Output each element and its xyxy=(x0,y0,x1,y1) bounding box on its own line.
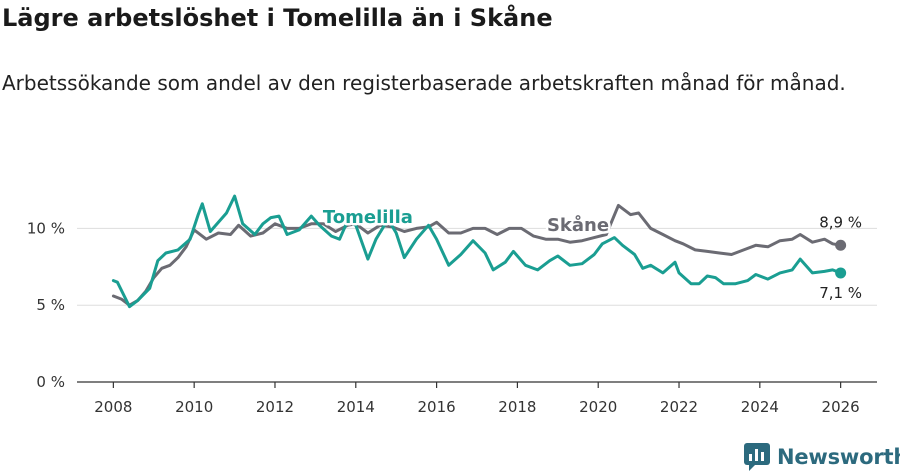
x-tick-label: 2014 xyxy=(337,398,375,416)
y-tick-label: 10 % xyxy=(27,219,65,237)
x-tick-label: 2020 xyxy=(579,398,617,416)
newsworthy-logo-icon xyxy=(744,443,770,471)
chart-title: Lägre arbetslöshet i Tomelilla än i Skån… xyxy=(2,4,553,32)
series-label-tomelilla: Tomelilla xyxy=(323,207,413,228)
y-tick-label: 5 % xyxy=(36,296,65,314)
series-label-skne: Skåne xyxy=(547,214,609,236)
brand-logo: Newsworthy xyxy=(744,441,900,473)
x-tick-label: 2018 xyxy=(498,398,536,416)
x-tick-label: 2022 xyxy=(660,398,698,416)
x-tick-label: 2016 xyxy=(418,398,456,416)
series-line-tomelilla xyxy=(111,194,843,309)
x-tick-label: 2026 xyxy=(822,398,860,416)
series-end-point-skne xyxy=(835,239,847,251)
series-end-label-skne: 8,9 % xyxy=(819,213,862,231)
series-line-skne xyxy=(111,203,843,307)
series-end-label-tomelilla: 7,1 % xyxy=(819,284,862,302)
brand-name: Newsworthy xyxy=(777,445,900,469)
x-tick-label: 2008 xyxy=(94,398,132,416)
x-tick-label: 2012 xyxy=(256,398,294,416)
x-tick-label: 2024 xyxy=(741,398,779,416)
chart-subtitle: Arbetssökande som andel av den registerb… xyxy=(2,71,846,95)
series-end-point-tomelilla xyxy=(835,267,847,279)
x-tick-label: 2010 xyxy=(175,398,213,416)
y-tick-label: 0 % xyxy=(36,373,65,391)
